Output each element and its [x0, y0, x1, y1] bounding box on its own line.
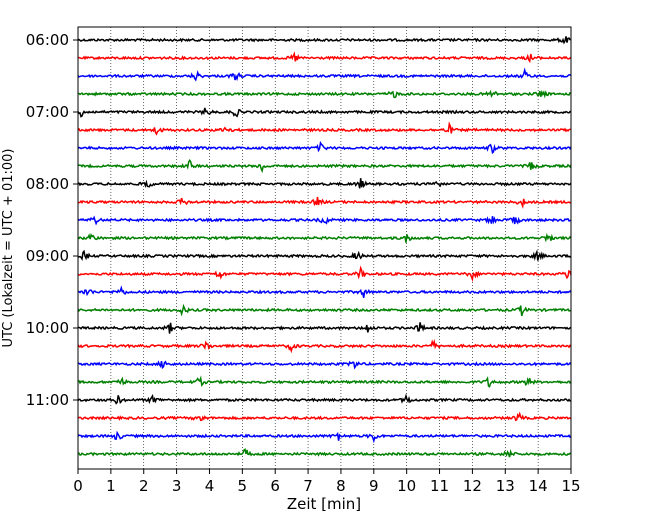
trace-0815	[77, 196, 572, 210]
x-tick-label: 13	[496, 477, 515, 495]
trace-0930	[77, 285, 572, 298]
x-tick-label: 11	[430, 477, 449, 495]
x-tick-label: 7	[303, 477, 313, 495]
y-tick-label: 09:00	[26, 247, 69, 265]
trace-0645	[78, 89, 572, 99]
trace-0800	[77, 178, 572, 189]
y-axis-label: UTC (Lokalzeit = UTC + 01:00)	[1, 149, 16, 348]
trace-1130	[77, 430, 572, 444]
trace-0715	[77, 121, 572, 136]
trace-0745	[77, 158, 572, 174]
trace-1030	[77, 360, 572, 370]
trace-1045	[77, 375, 572, 388]
trace-0615	[77, 51, 572, 64]
x-tick-label: 0	[73, 477, 83, 495]
x-tick-label: 6	[270, 477, 280, 495]
x-tick-label: 1	[106, 477, 116, 495]
y-axis-ticks: 06:00 07:00 08:00 09:00 10:00 11:00	[26, 31, 78, 409]
x-axis-ticks: 0 1 2 3 4 5 6 7 8 9 10 11 12 13 14 15	[73, 469, 581, 495]
trace-0730	[77, 140, 572, 155]
x-tick-label: 14	[529, 477, 548, 495]
x-tick-label: 15	[561, 477, 580, 495]
trace-1015	[77, 338, 572, 354]
plot-frame	[77, 26, 572, 470]
trace-0600	[77, 36, 572, 45]
x-tick-label: 3	[172, 477, 182, 495]
x-tick-label: 10	[397, 477, 416, 495]
x-tick-label: 5	[238, 477, 248, 495]
trace-1100	[77, 393, 572, 405]
y-tick-label: 06:00	[26, 31, 69, 49]
x-tick-label: 12	[463, 477, 482, 495]
trace-0700	[77, 107, 572, 118]
trace-0830	[77, 215, 572, 226]
x-tick-label: 2	[139, 477, 149, 495]
trace-0915	[77, 265, 572, 283]
x-tick-label: 8	[336, 477, 346, 495]
y-tick-label: 08:00	[26, 175, 69, 193]
trace-0900	[77, 249, 572, 262]
x-axis-label: Zeit [min]	[287, 495, 361, 513]
x-tick-label: 4	[205, 477, 215, 495]
trace-1115	[77, 411, 572, 422]
trace-0630	[77, 67, 572, 82]
x-tick-label: 9	[369, 477, 379, 495]
trace-0845	[77, 232, 572, 243]
trace-1000	[77, 322, 572, 334]
seismogram-traces	[77, 36, 572, 458]
y-tick-label: 07:00	[26, 103, 69, 121]
trace-0945	[77, 303, 572, 317]
y-tick-label: 11:00	[26, 391, 69, 409]
y-tick-label: 10:00	[26, 319, 69, 337]
trace-1145	[78, 448, 572, 458]
